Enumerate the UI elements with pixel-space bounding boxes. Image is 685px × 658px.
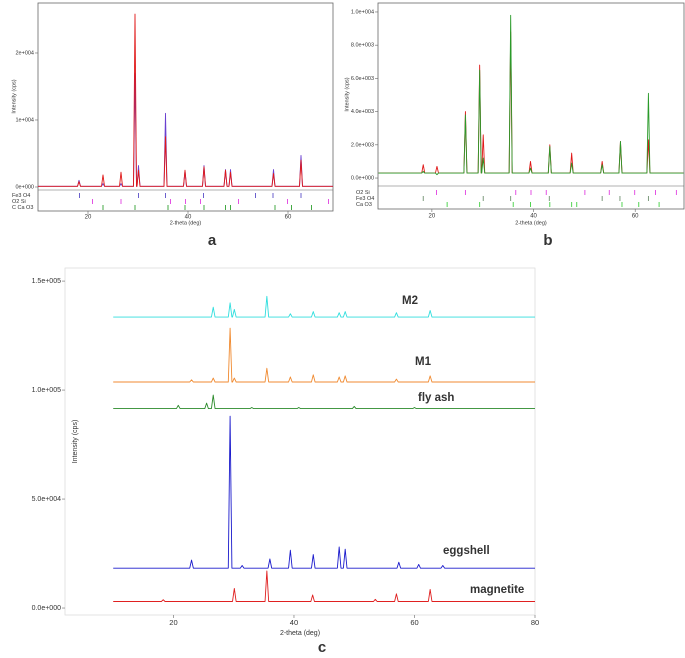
y-axis-label: Intensity (cps) — [72, 420, 79, 464]
x-tick-label: 20 — [85, 215, 92, 221]
series-line — [113, 327, 535, 383]
series-label: eggshell — [443, 545, 490, 557]
x-tick-label: 20 — [429, 214, 436, 220]
phase-label: Ca O3 — [356, 202, 372, 208]
series-line — [113, 415, 535, 569]
panel-label: c — [318, 639, 326, 656]
y-tick-label: 2.0e+003 — [351, 142, 374, 148]
y-tick-label: 1e+004 — [15, 117, 34, 123]
y-tick-label: 5.0e+004 — [32, 496, 61, 503]
y-tick-label: 6.0e+003 — [351, 76, 374, 82]
y-tick-label: 0e+000 — [15, 184, 34, 190]
plot-frame — [64, 267, 536, 616]
series-label: magnetite — [470, 584, 524, 596]
panel-label: a — [208, 232, 217, 249]
x-axis-label: 2-theta (deg) — [280, 630, 320, 637]
plot-frame — [37, 2, 334, 212]
x-tick-label: 60 — [410, 618, 418, 627]
panel-label: b — [543, 232, 552, 249]
x-tick-label: 80 — [531, 618, 539, 627]
series-line — [378, 14, 684, 176]
y-tick-label: 0.0e+000 — [32, 605, 61, 612]
y-tick-label: 1.5e+005 — [32, 278, 61, 285]
series-line — [113, 295, 535, 318]
y-tick-label: 0.0e+000 — [351, 175, 374, 181]
phase-label: O2 Si — [12, 199, 26, 205]
series-line — [378, 31, 684, 174]
y-tick-label: 2e+004 — [15, 50, 34, 56]
phase-label: O2 Si — [356, 190, 370, 196]
series-line — [113, 570, 535, 602]
x-tick-label: 20 — [169, 618, 177, 627]
y-tick-label: 8.0e+003 — [351, 43, 374, 49]
phase-label: Fe3 O4 — [12, 193, 30, 199]
x-tick-label: 60 — [632, 214, 639, 220]
x-axis-label: 2-theta (deg) — [515, 220, 547, 226]
x-axis-label: 2-theta (deg) — [170, 220, 202, 226]
phase-label: Fe3 O4 — [356, 196, 374, 202]
series-label: fly ash — [418, 392, 454, 404]
series-label: M2 — [402, 295, 418, 307]
series-line — [38, 72, 333, 187]
y-tick-label: 4.0e+003 — [351, 109, 374, 115]
x-tick-label: 40 — [290, 618, 298, 627]
y-axis-label: Intensity (cps) — [11, 79, 17, 113]
x-tick-label: 40 — [185, 215, 192, 221]
y-tick-label: 1.0e+005 — [32, 387, 61, 394]
series-label: M1 — [415, 356, 432, 368]
x-tick-label: 40 — [530, 214, 537, 220]
series-line — [38, 13, 333, 187]
series-line — [113, 394, 535, 410]
plot-frame — [377, 2, 685, 210]
phase-label: C Ca O3 — [12, 205, 33, 211]
x-tick-label: 60 — [285, 215, 292, 221]
y-tick-label: 1.0e+004 — [351, 9, 374, 15]
y-axis-label: Intensity (cps) — [344, 77, 350, 111]
